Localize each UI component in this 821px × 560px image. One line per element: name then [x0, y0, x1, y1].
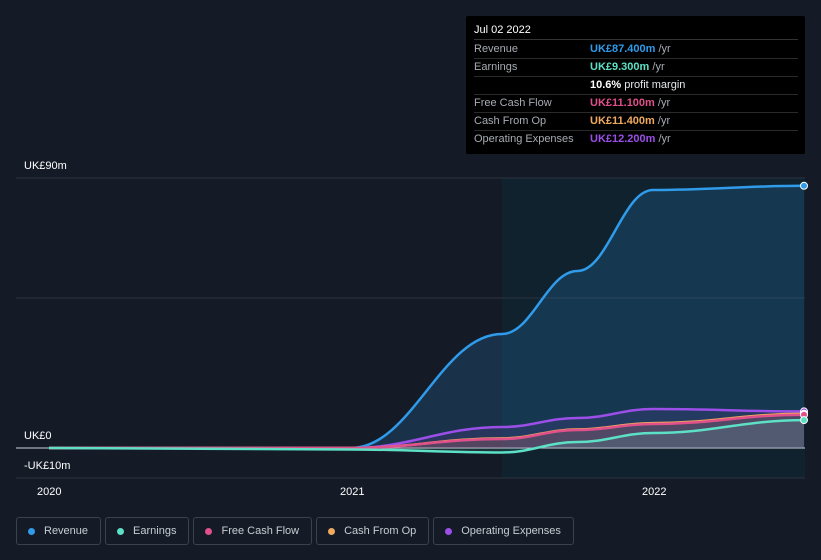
tooltip-row-value: UK£12.200m [590, 133, 656, 145]
area-cash-from-op [49, 413, 804, 448]
tooltip-row: 10.6% profit margin [474, 77, 798, 95]
tooltip-row-label: Earnings [474, 61, 518, 73]
x-tick-label-2020: 2020 [37, 486, 62, 498]
area-revenue [49, 185, 804, 449]
tooltip-row: Cash From Op UK£11.400m /yr [474, 113, 798, 131]
legend: Revenue Earnings Free Cash Flow Cash From O… [16, 517, 574, 545]
legend-item-cash-from-op[interactable]: Cash From Op [316, 517, 430, 545]
tooltip-rows: Revenue UK£87.400m /yr Earnings UK£9.300m /… [474, 41, 798, 148]
tooltip-row-value: UK£87.400m [590, 43, 656, 55]
tooltip-row: Revenue UK£87.400m /yr [474, 41, 798, 59]
tooltip-row-value: UK£11.100m [590, 97, 655, 109]
tooltip-row-value: 10.6% [590, 79, 622, 91]
x-tick-label-2022: 2022 [642, 486, 667, 498]
tooltip-row-label: Operating Expenses [474, 133, 574, 145]
series-lines [48, 184, 805, 454]
data-tooltip: Jul 02 2022 Revenue UK£87.400m /yr Earning… [466, 16, 805, 154]
legend-dot-icon [445, 527, 453, 535]
line-earnings [48, 418, 805, 454]
tooltip-row-unit: /yr [649, 61, 665, 73]
legend-item-operating-expenses[interactable]: Operating Expenses [433, 517, 574, 545]
y-tick-label-neg10: -UK£10m [24, 460, 71, 472]
legend-dot-icon [117, 527, 125, 535]
legend-label: Operating Expenses [461, 525, 561, 537]
end-point-revenue [800, 181, 808, 190]
tooltip-row-label: Free Cash Flow [474, 97, 552, 109]
tooltip-row-value: UK£9.300m [590, 61, 650, 73]
tooltip-row: Operating Expenses UK£12.200m /yr [474, 131, 798, 148]
tooltip-date: Jul 02 2022 [474, 22, 798, 40]
tooltip-row-unit: profit margin [621, 79, 686, 91]
tooltip-row-value: UK£11.400m [590, 115, 655, 127]
tooltip-row-label [474, 77, 590, 94]
y-tick-label-90: UK£90m [24, 160, 67, 172]
tooltip-row-unit: /yr [654, 97, 671, 109]
x-tick-label-2021: 2021 [340, 486, 365, 498]
legend-label: Cash From Op [344, 525, 417, 537]
tooltip-row: Earnings UK£9.300m /yr [474, 59, 798, 77]
legend-item-revenue[interactable]: Revenue [16, 517, 102, 545]
series-areas [49, 185, 804, 453]
tooltip-row-unit: /yr [655, 133, 671, 145]
tooltip-row-label: Cash From Op [474, 115, 547, 127]
highlight-band [502, 178, 805, 478]
legend-label: Revenue [44, 525, 89, 537]
legend-dot-icon [328, 527, 336, 535]
legend-label: Free Cash Flow [221, 525, 300, 537]
tooltip-row-unit: /yr [654, 115, 671, 127]
legend-label: Earnings [133, 525, 177, 537]
legend-dot-icon [205, 527, 213, 535]
legend-item-free-cash-flow[interactable]: Free Cash Flow [193, 517, 313, 545]
tooltip-row: Free Cash Flow UK£11.100m /yr [474, 95, 798, 113]
area-free-cash-flow [49, 414, 804, 448]
tooltip-row-unit: /yr [655, 43, 671, 55]
legend-dot-icon [28, 527, 35, 535]
end-point-earnings [800, 416, 808, 425]
end-markers [800, 181, 808, 425]
y-tick-label-0: UK£0 [24, 430, 52, 442]
tooltip-row-label: Revenue [474, 43, 519, 55]
legend-item-earnings[interactable]: Earnings [105, 517, 190, 545]
area-earnings [49, 420, 804, 453]
